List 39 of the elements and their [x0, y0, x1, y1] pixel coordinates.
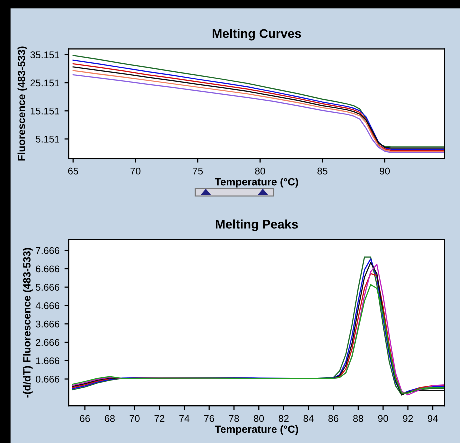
x-tick-label: 90 [378, 415, 388, 422]
x-tick-label: 80 [254, 415, 264, 422]
x-tick-label: 92 [403, 415, 414, 422]
x-tick-label: 75 [193, 168, 204, 175]
chart-title: Melting Curves [212, 29, 302, 41]
y-tick-label: 35.151 [30, 52, 60, 59]
x-tick-label: 70 [130, 415, 140, 422]
x-tick-label: 70 [130, 168, 141, 175]
x-tick-label: 82 [278, 415, 289, 422]
x-tick-label: 88 [353, 415, 364, 422]
x-tick-label: 80 [255, 168, 266, 175]
chart-title: Melting Peaks [216, 220, 298, 232]
y-tick-label: 5.666 [36, 284, 60, 291]
x-tick-label: 90 [380, 168, 390, 175]
x-tick-label: 65 [68, 168, 78, 175]
y-tick-label: 1.666 [36, 358, 60, 364]
y-tick-label: 3.666 [36, 320, 60, 328]
x-tick-label: 86 [328, 415, 339, 422]
y-tick-label: 25.151 [30, 80, 60, 87]
y-tick-label: 6.666 [36, 266, 60, 273]
x-tick-label: 66 [80, 415, 90, 422]
x-tick-label: 78 [229, 415, 240, 422]
x-tick-label: 68 [105, 415, 115, 422]
x-tick-label: 72 [154, 415, 165, 422]
x-axis-title: Temperature (°C) [215, 178, 298, 188]
y-tick-label: 0.666 [36, 376, 60, 383]
x-tick-label: 85 [318, 168, 328, 175]
y-tick-label: 4.666 [36, 302, 60, 310]
y-tick-label: 7.666 [36, 247, 60, 254]
y-axis-title: Fluorescence (483-533) [18, 46, 28, 161]
x-tick-label: 74 [180, 415, 190, 422]
y-tick-label: 5.151 [36, 136, 60, 143]
x-axis-title: Temperature (°C) [215, 425, 298, 436]
y-tick-label: 15.151 [30, 108, 60, 115]
x-tick-label: 84 [304, 415, 314, 422]
y-tick-label: 2.666 [36, 339, 60, 346]
y-axis-title: -(d/dT) Fluorescence (483-533) [23, 248, 33, 398]
x-tick-label: 76 [204, 415, 214, 422]
x-tick-label: 94 [428, 415, 438, 422]
